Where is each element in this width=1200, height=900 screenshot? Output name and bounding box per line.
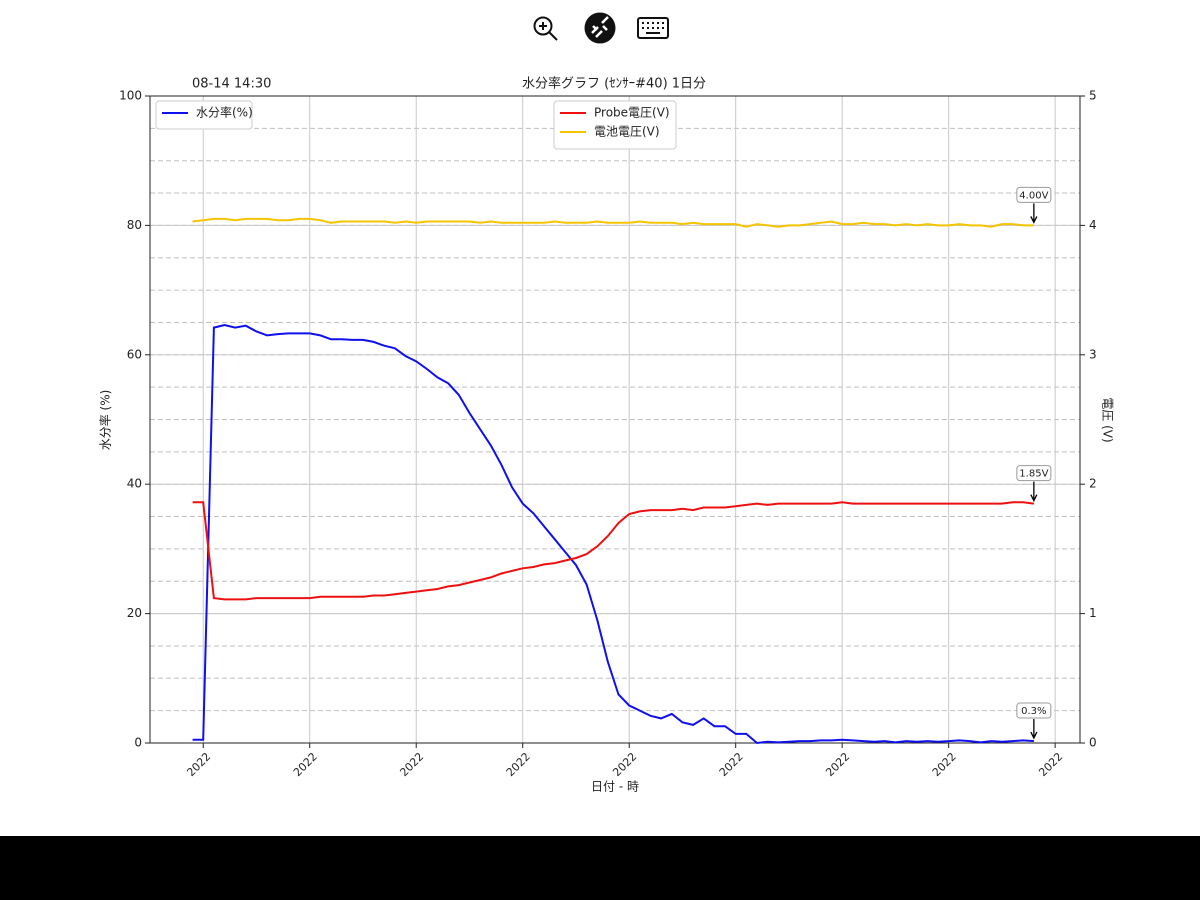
y2-tick-label: 3 (1089, 347, 1097, 361)
legend: Probe電圧(V) 電池電圧(V) (553, 100, 677, 150)
x-tick-label: 2022 (504, 750, 533, 779)
y-tick-label: 20 (127, 606, 142, 620)
x-tick-label: 2022 (291, 750, 320, 779)
x-tick-label: 2022 (930, 750, 959, 779)
end-label-box (1016, 465, 1052, 482)
data-line (192, 501, 1035, 601)
x-tick-label: 2022 (1036, 750, 1065, 779)
plot: 2022 2022 2022 2022 2022 2022 2022 2022 20220204… (119, 89, 1097, 780)
data-line (192, 217, 1034, 228)
y2-tick-label: 5 (1089, 89, 1097, 103)
y-axis-label: 水分率 (%) (98, 390, 113, 451)
legend-box (155, 100, 253, 130)
x-tick-label: 2022 (717, 750, 746, 779)
y2-axis-label: 電圧 (V) (1101, 397, 1115, 442)
x-axis-label: 日付 - 時 (591, 780, 639, 794)
x-tick-label: 2022 (397, 750, 426, 779)
end-arrow (1030, 203, 1038, 224)
zoom-button[interactable] (533, 16, 558, 41)
toolbar (533, 12, 669, 44)
end-label: 0.3% (1021, 706, 1046, 717)
end-arrow (1030, 719, 1038, 740)
legend-label: 電池電圧(V) (594, 125, 660, 139)
y-tick-label: 100 (119, 89, 142, 103)
y-tick-label: 80 (127, 218, 142, 232)
y-tick-label: 40 (127, 477, 142, 491)
corner-text: 08-14 14:30 (192, 77, 271, 92)
x-tick-label: 2022 (610, 750, 639, 779)
legend-label: Probe電圧(V) (594, 106, 670, 120)
bottom-bar (0, 836, 1200, 900)
end-label-box (1016, 186, 1052, 203)
end-arrow (1030, 481, 1038, 503)
end-label: 4.00V (1019, 190, 1048, 201)
y2-tick-label: 0 (1089, 736, 1097, 750)
x-tick-label: 2022 (823, 750, 852, 779)
y2-tick-label: 4 (1089, 218, 1097, 232)
chart-title: 水分率グラフ (ｾﾝｻｰ#40) 1日分 (522, 76, 706, 92)
y2-tick-label: 1 (1089, 606, 1097, 620)
keyboard-button[interactable] (637, 17, 669, 39)
y-tick-label: 0 (134, 736, 142, 750)
plot-frame (149, 95, 1081, 744)
x-tick-label: 2022 (184, 750, 213, 779)
data-line (192, 323, 1034, 745)
y-tick-label: 60 (127, 347, 142, 361)
legend-label: 水分率(%) (196, 105, 253, 120)
y2-tick-label: 2 (1089, 477, 1097, 491)
end-label: 1.85V (1019, 469, 1048, 480)
remote-button[interactable] (584, 12, 616, 44)
end-label-box (1016, 702, 1052, 719)
legend: 水分率(%) (155, 100, 253, 130)
